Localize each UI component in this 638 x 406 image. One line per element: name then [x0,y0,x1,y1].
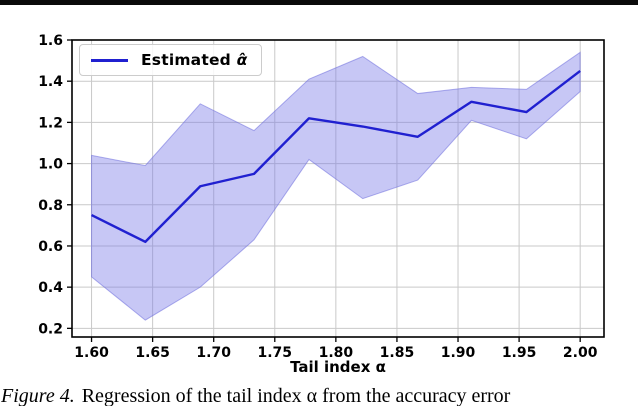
y-tick-label: 0.4 [38,280,63,296]
figure-caption: Figure 4. Regression of the tail index α … [1,385,638,406]
x-tick-label: 1.60 [74,345,109,361]
x-tick-label: 1.70 [196,345,231,361]
axes-frame [71,39,605,338]
confidence-band [91,51,581,321]
y-tick-label: 0.8 [38,198,63,214]
legend-label: Estimated α̂ [141,51,247,69]
y-tick-label: 0.6 [38,239,63,255]
x-tick-label: 1.95 [502,345,537,361]
figure-caption-text: Regression of the tail index α from the … [81,385,511,406]
horizontal-rule [0,0,638,5]
y-tick-label: 1.4 [38,74,63,90]
legend: Estimated α̂ [79,44,263,76]
x-tick-label: 2.00 [563,345,598,361]
legend-line-sample [91,58,128,62]
x-tick-label: 1.65 [135,345,170,361]
x-tick-label: 1.85 [380,345,415,361]
figure-caption-label: Figure 4. [1,385,75,406]
legend-label-text: Estimated [141,51,237,69]
y-tick-label: 1.2 [38,115,63,131]
x-tick-label: 1.80 [319,345,354,361]
x-tick-label: 1.75 [258,345,293,361]
y-tick-label: 1.0 [38,157,63,173]
x-tick-label: 1.90 [441,345,476,361]
y-tick-label: 0.2 [38,321,63,337]
x-axis-label: Tail index α [290,358,386,376]
y-tick-label: 1.6 [38,33,63,49]
estimated-alpha-line [91,69,581,244]
legend-label-math: α̂ [236,51,248,69]
